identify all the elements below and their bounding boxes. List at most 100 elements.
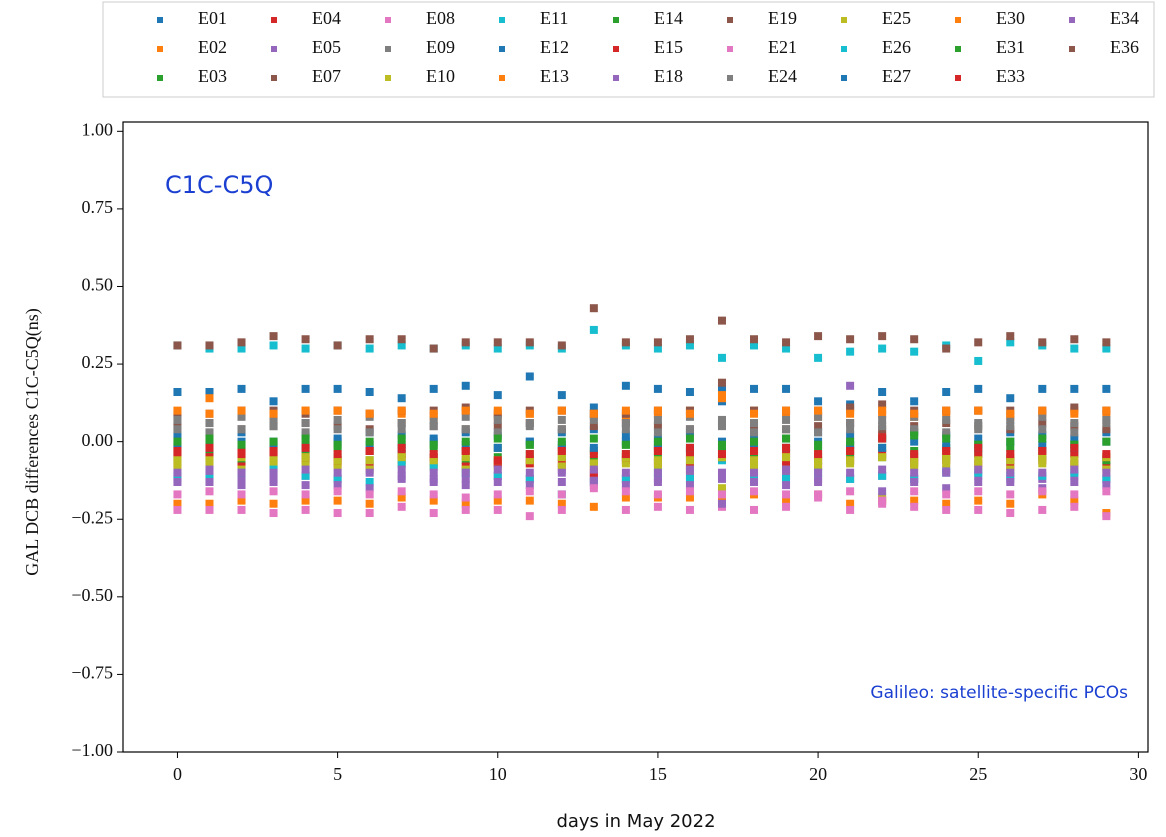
point bbox=[685, 443, 694, 452]
point bbox=[1038, 459, 1047, 468]
point bbox=[205, 341, 214, 350]
point bbox=[685, 505, 694, 514]
point bbox=[397, 406, 406, 415]
x-tick-label: 10 bbox=[489, 764, 507, 784]
point bbox=[461, 406, 470, 415]
point bbox=[1070, 403, 1079, 412]
point bbox=[782, 481, 791, 490]
point bbox=[717, 384, 726, 393]
point bbox=[269, 422, 278, 431]
point bbox=[365, 344, 374, 353]
point bbox=[1006, 456, 1015, 465]
point bbox=[397, 453, 406, 462]
point bbox=[1070, 456, 1079, 465]
point bbox=[461, 338, 470, 347]
point bbox=[397, 434, 406, 443]
point bbox=[525, 481, 534, 490]
point bbox=[974, 487, 983, 496]
point bbox=[557, 468, 566, 477]
point bbox=[782, 344, 791, 353]
point bbox=[493, 478, 502, 486]
point bbox=[269, 415, 278, 424]
point bbox=[782, 496, 791, 505]
point bbox=[461, 474, 470, 483]
x-tick-label: 25 bbox=[969, 764, 987, 784]
point bbox=[397, 474, 406, 483]
point bbox=[846, 335, 855, 344]
point bbox=[557, 391, 566, 400]
point bbox=[621, 468, 630, 477]
point bbox=[397, 502, 406, 511]
point bbox=[942, 490, 951, 499]
point bbox=[525, 450, 534, 459]
point bbox=[237, 450, 246, 459]
x-tick-label: 0 bbox=[173, 764, 182, 784]
point bbox=[910, 409, 919, 418]
point bbox=[589, 465, 598, 474]
point bbox=[1038, 412, 1047, 421]
point bbox=[621, 487, 630, 496]
point bbox=[301, 465, 310, 474]
point bbox=[621, 459, 630, 468]
point bbox=[685, 487, 694, 496]
point bbox=[333, 456, 342, 465]
point bbox=[589, 304, 598, 313]
point bbox=[621, 493, 630, 502]
legend-marker bbox=[271, 46, 277, 52]
point bbox=[429, 456, 438, 465]
point bbox=[685, 388, 694, 396]
point bbox=[525, 512, 534, 521]
point bbox=[269, 397, 278, 406]
point bbox=[493, 505, 502, 514]
point bbox=[205, 487, 214, 496]
point bbox=[814, 428, 823, 437]
point bbox=[750, 409, 759, 418]
point bbox=[653, 502, 662, 511]
point bbox=[878, 465, 887, 474]
point bbox=[1038, 425, 1047, 434]
point bbox=[846, 425, 855, 434]
point bbox=[782, 490, 791, 499]
point bbox=[1102, 425, 1111, 434]
point bbox=[1070, 419, 1079, 428]
point bbox=[525, 338, 534, 347]
point bbox=[1070, 443, 1079, 452]
point bbox=[237, 384, 246, 393]
point bbox=[782, 465, 791, 474]
point bbox=[333, 425, 342, 434]
point bbox=[429, 409, 438, 418]
point bbox=[269, 478, 278, 486]
point bbox=[782, 415, 791, 424]
point bbox=[685, 465, 694, 474]
point bbox=[589, 403, 598, 412]
point bbox=[974, 496, 983, 505]
point bbox=[846, 499, 855, 508]
point bbox=[653, 462, 662, 471]
point bbox=[974, 505, 983, 514]
legend-label: E03 bbox=[198, 66, 227, 86]
point bbox=[237, 412, 246, 421]
point bbox=[750, 468, 759, 477]
point bbox=[525, 419, 534, 428]
point bbox=[878, 434, 887, 443]
point bbox=[1006, 415, 1015, 424]
point bbox=[493, 338, 502, 347]
point bbox=[429, 440, 438, 449]
point bbox=[333, 406, 342, 415]
point bbox=[942, 406, 951, 415]
point bbox=[429, 509, 438, 518]
legend-marker bbox=[841, 75, 847, 81]
point bbox=[237, 468, 246, 477]
point bbox=[1006, 443, 1015, 452]
point bbox=[173, 388, 182, 396]
point bbox=[942, 484, 951, 493]
point bbox=[301, 496, 310, 505]
x-axis-label: days in May 2022 bbox=[556, 811, 715, 832]
point bbox=[525, 487, 534, 496]
point bbox=[974, 338, 983, 347]
point bbox=[205, 409, 214, 418]
point bbox=[237, 344, 246, 353]
point bbox=[557, 437, 566, 446]
point bbox=[269, 487, 278, 496]
point bbox=[557, 505, 566, 514]
